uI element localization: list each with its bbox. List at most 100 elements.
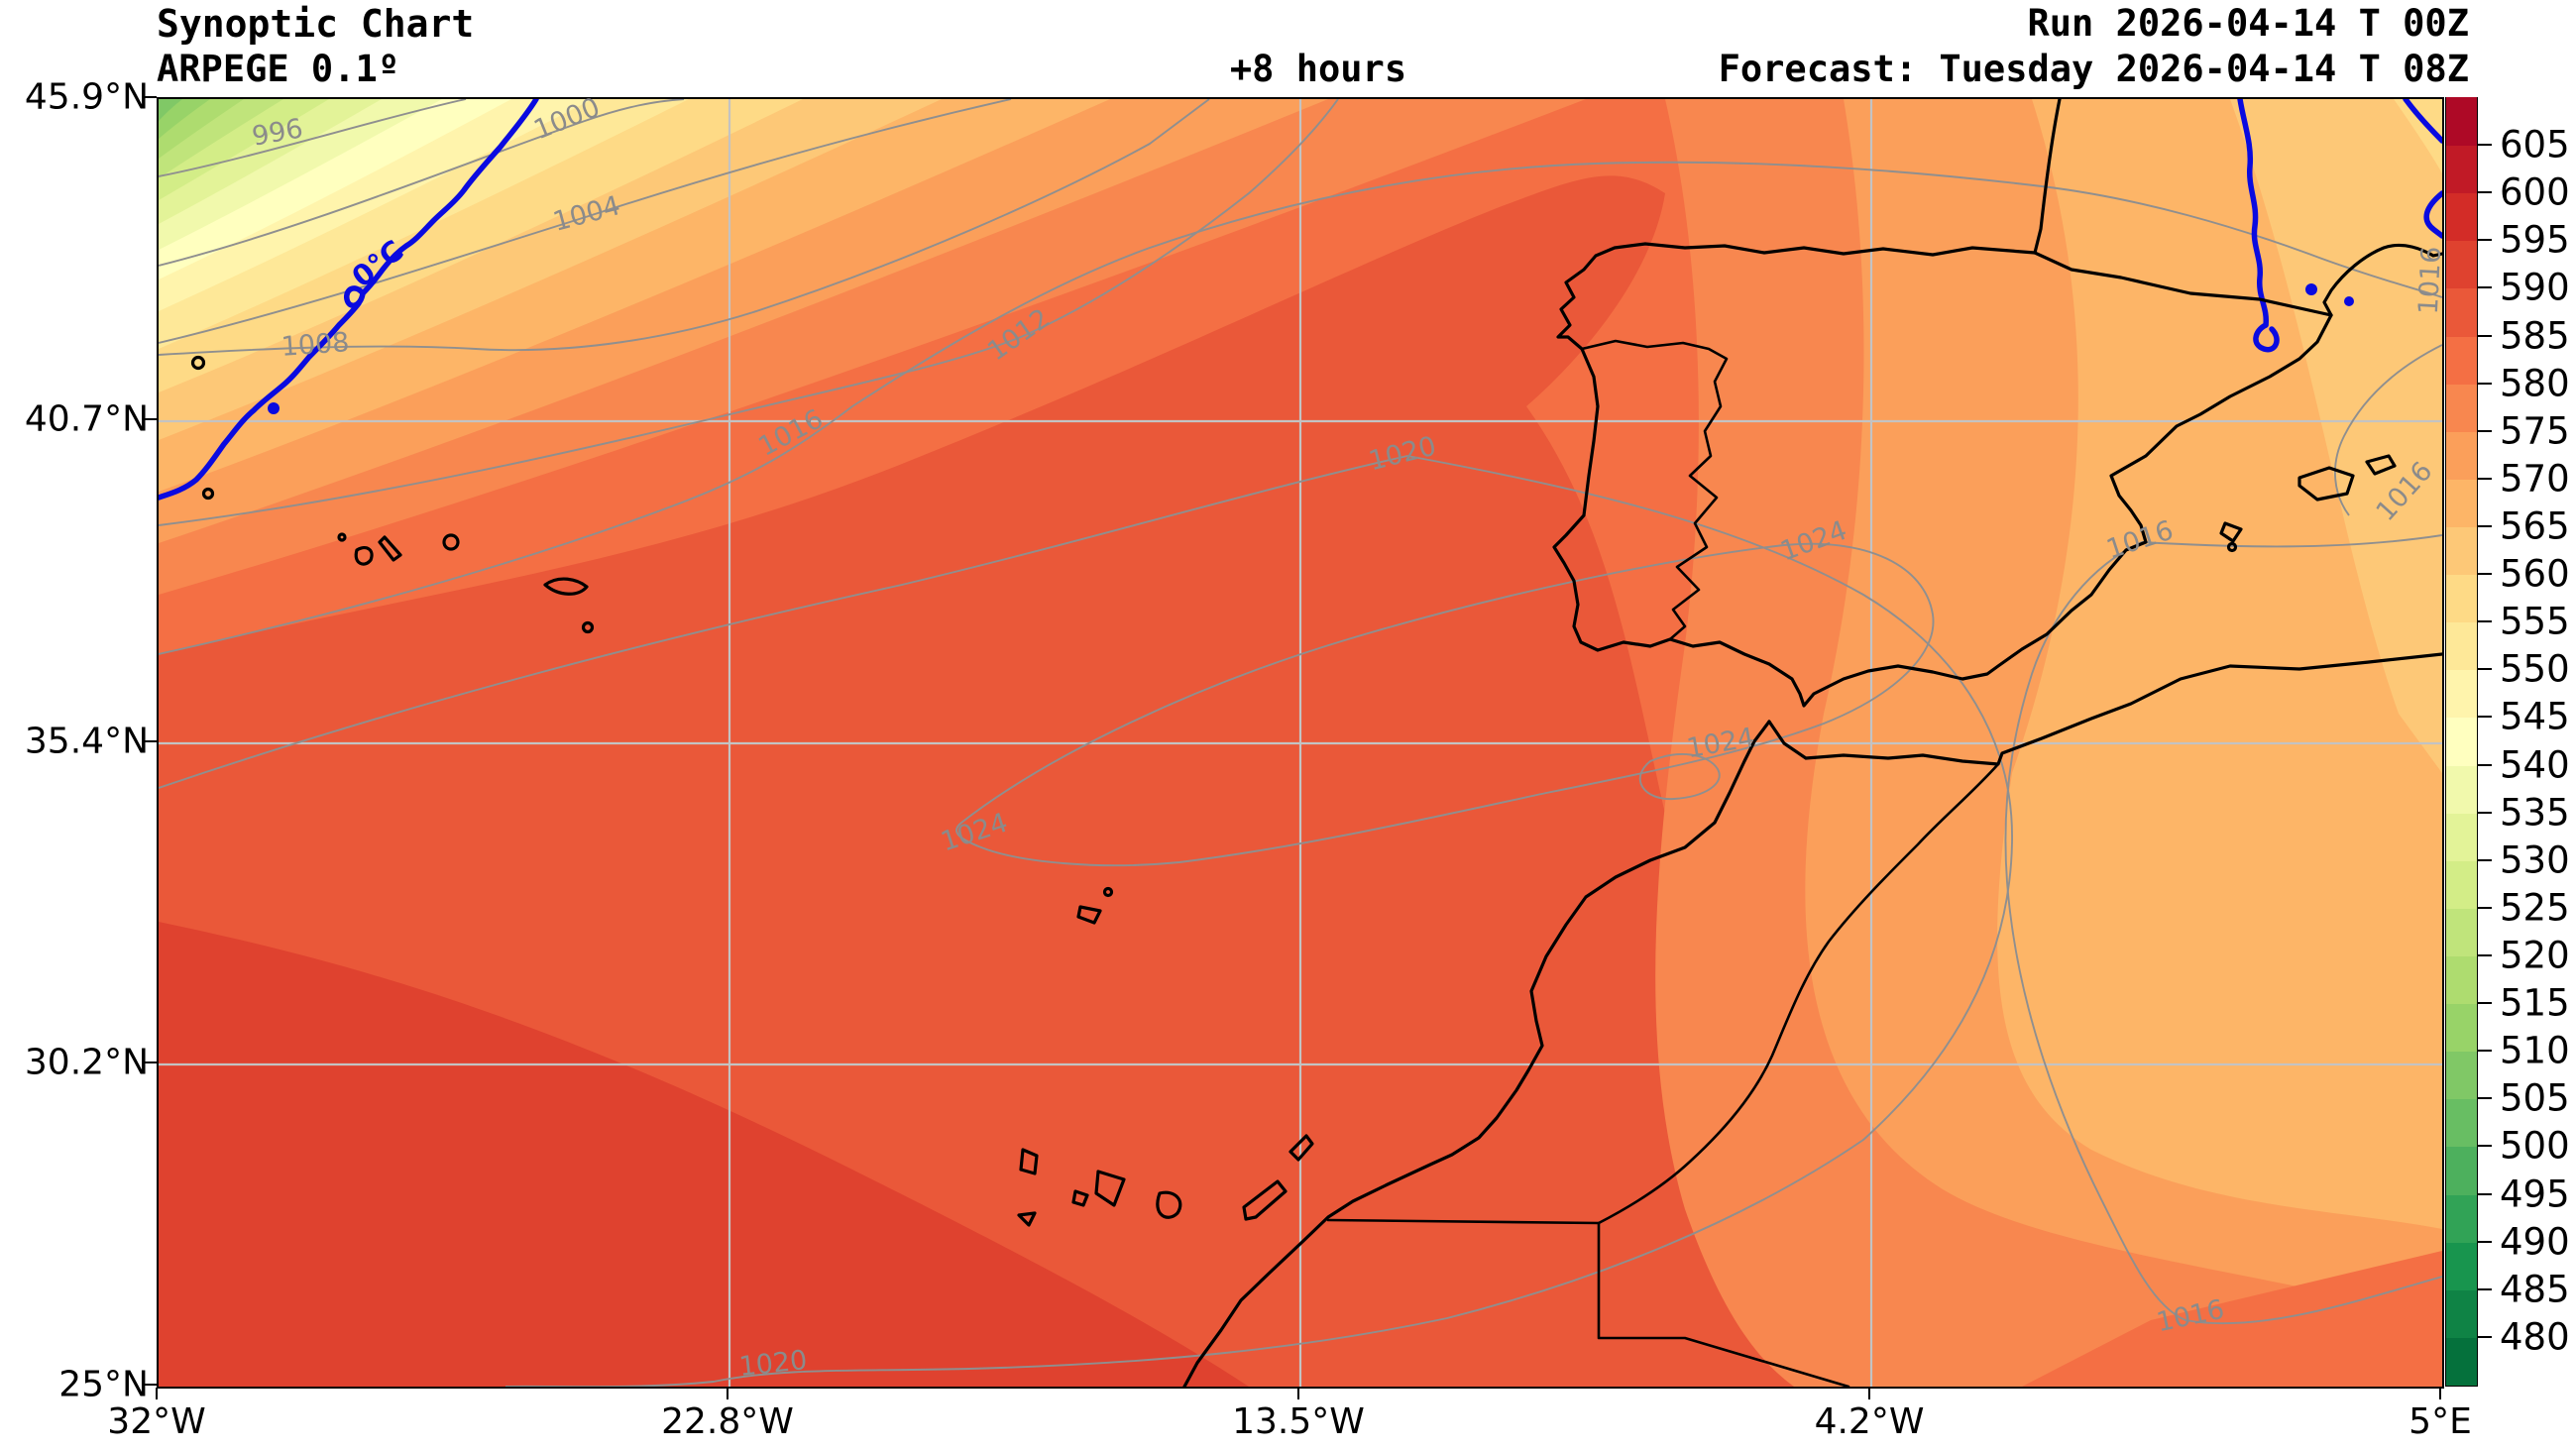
colorbar-segment [2446, 764, 2477, 814]
x-tickmark [156, 1388, 158, 1399]
colorbar-segment [2446, 1241, 2477, 1290]
x-tickmark [1297, 1388, 1299, 1399]
colorbar-tickmark [2478, 811, 2492, 814]
colorbar-segment [2446, 1146, 2477, 1195]
colorbar-tick-label: 590 [2500, 266, 2570, 309]
colorbar-tickmark [2478, 191, 2492, 194]
colorbar-tick-label: 570 [2500, 457, 2570, 501]
x-tick-label: 32°W [107, 1401, 206, 1442]
colorbar-segment [2446, 145, 2477, 194]
colorbar-tick-label: 580 [2500, 362, 2570, 405]
colorbar-segment [2446, 335, 2477, 385]
colorbar-segment [2446, 1337, 2477, 1386]
colorbar-tickmark [2478, 525, 2492, 527]
colorbar-tick-label: 605 [2500, 123, 2570, 167]
colorbar-tickmark [2478, 763, 2492, 766]
x-tickmark [2439, 1388, 2441, 1399]
colorbar-segment [2446, 383, 2477, 432]
colorbar-segment [2446, 287, 2477, 337]
y-tickmark [145, 1061, 157, 1064]
colorbar-segment [2446, 1098, 2477, 1148]
colorbar-tickmark [2478, 1287, 2492, 1290]
colorbar-segment [2446, 1193, 2477, 1243]
colorbar-tick-label: 535 [2500, 791, 2570, 835]
x-tick-label: 4.2°W [1814, 1401, 1925, 1442]
colorbar-tickmark [2478, 668, 2492, 671]
colorbar-tick-label: 545 [2500, 695, 2570, 738]
colorbar-segment [2446, 192, 2477, 242]
colorbar-segment [2446, 621, 2477, 671]
colorbar-tick-label: 485 [2500, 1268, 2570, 1311]
colorbar-segment [2446, 812, 2477, 861]
colorbar-tickmark [2478, 858, 2492, 861]
colorbar-tickmark [2478, 1097, 2492, 1100]
colorbar-segment [2446, 908, 2477, 956]
colorbar-tickmark [2478, 906, 2492, 909]
colorbar-tick-label: 490 [2500, 1220, 2570, 1264]
colorbar-segment [2446, 717, 2477, 766]
y-tickmark [145, 1384, 157, 1386]
colorbar-tick-label: 515 [2500, 981, 2570, 1025]
colorbar-segment [2446, 669, 2477, 719]
colorbar-tick-label: 565 [2500, 504, 2570, 548]
colorbar-tickmark [2478, 620, 2492, 623]
lat-lon-gridlines [159, 99, 2442, 1387]
colorbar-segment [2446, 240, 2477, 289]
colorbar-tick-label: 480 [2500, 1315, 2570, 1359]
colorbar-tick-label: 500 [2500, 1124, 2570, 1168]
colorbar-segment [2446, 859, 2477, 909]
colorbar-tickmark [2478, 1192, 2492, 1195]
y-tick-label: 35.4°N [24, 721, 149, 761]
colorbar-tick-label: 600 [2500, 170, 2570, 214]
colorbar-tickmark [2478, 477, 2492, 480]
colorbar-segment [2446, 1288, 2477, 1338]
colorbar-tickmark [2478, 1002, 2492, 1005]
colorbar-tickmark [2478, 1050, 2492, 1053]
y-tickmark [145, 417, 157, 420]
colorbar-tickmark [2478, 954, 2492, 956]
colorbar-tickmark [2478, 1240, 2492, 1243]
colorbar-tick-label: 520 [2500, 934, 2570, 977]
coastlines [190, 99, 2442, 1387]
colorbar-tick-label: 530 [2500, 838, 2570, 882]
colorbar-tick-label: 510 [2500, 1029, 2570, 1072]
lead-time-label: +8 hours [1229, 48, 1407, 90]
colorbar-tickmark [2478, 144, 2492, 147]
colorbar-tickmark [2478, 429, 2492, 432]
y-tickmark [145, 96, 157, 98]
y-tick-label: 45.9°N [24, 76, 149, 118]
forecast-label: Forecast: Tuesday 2026-04-14 T 08Z [1718, 48, 2469, 90]
colorbar-tick-label: 540 [2500, 743, 2570, 787]
colorbar-tick-label: 575 [2500, 409, 2570, 453]
zero-isotherm-line [159, 99, 2442, 501]
y-tick-label: 25°N [58, 1364, 149, 1405]
colorbar-tickmark [2478, 1145, 2492, 1148]
x-tick-label: 5°E [2408, 1401, 2472, 1442]
colorbar-segment [2446, 1003, 2477, 1053]
x-tick-label: 13.5°W [1232, 1401, 1365, 1442]
colorbar-tick-label: 525 [2500, 886, 2570, 930]
colorbar-tickmark [2478, 1335, 2492, 1338]
colorbar-tickmark [2478, 286, 2492, 289]
colorbar-tickmark [2478, 573, 2492, 576]
colorbar-tick-label: 550 [2500, 647, 2570, 691]
x-tickmark [1868, 1388, 1870, 1399]
colorbar-tickmark [2478, 334, 2492, 337]
colorbar-tickmark [2478, 716, 2492, 719]
synoptic-map [157, 97, 2444, 1389]
chart-title: Synoptic Chart [157, 2, 475, 46]
y-tick-label: 40.7°N [24, 398, 149, 440]
colorbar-segment [2446, 430, 2477, 480]
colorbar-tick-label: 585 [2500, 314, 2570, 358]
x-tickmark [727, 1388, 728, 1399]
x-tick-label: 22.8°W [661, 1401, 794, 1442]
run-label: Run 2026-04-14 T 00Z [2027, 2, 2469, 45]
colorbar-segment [2446, 955, 2477, 1005]
colorbar-segment [2446, 1051, 2477, 1100]
map-canvas [159, 99, 2442, 1387]
colorbar-tick-label: 595 [2500, 218, 2570, 262]
colorbar-tick-label: 505 [2500, 1076, 2570, 1120]
colorbar-tick-label: 555 [2500, 600, 2570, 643]
colorbar-tickmark [2478, 239, 2492, 242]
